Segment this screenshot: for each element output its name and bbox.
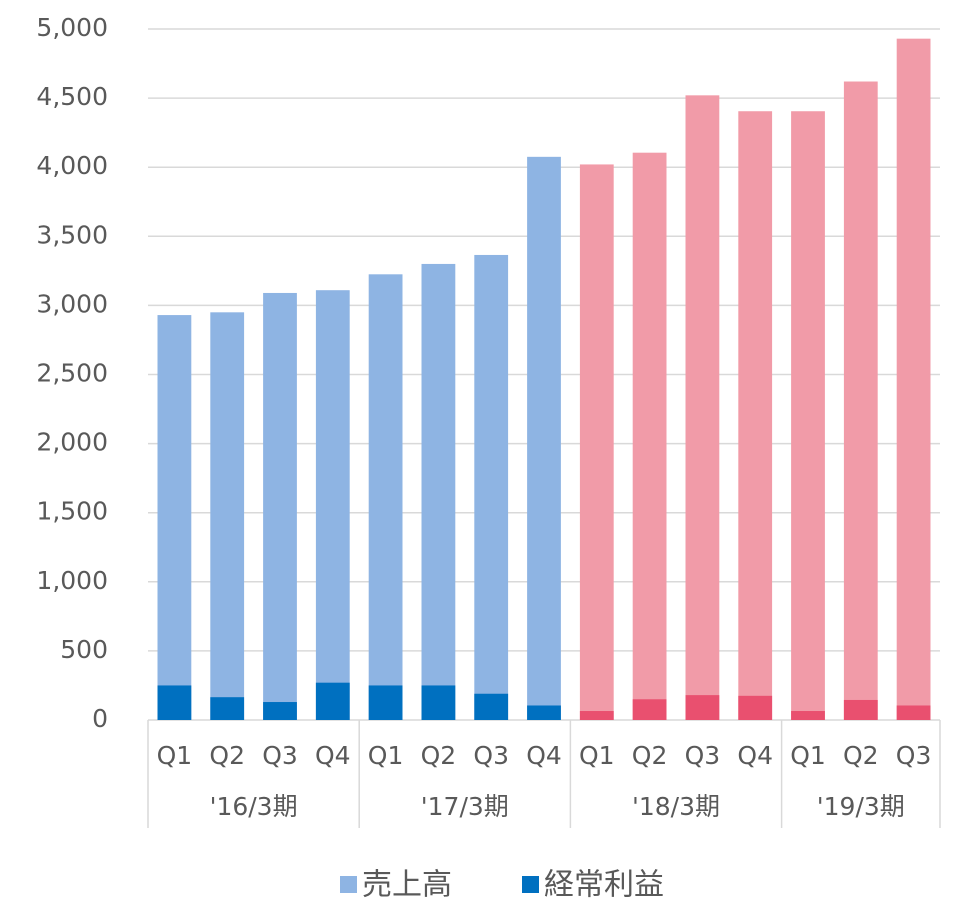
y-tick-label: 4,000 — [36, 151, 108, 180]
bar — [157, 315, 192, 720]
bar — [368, 685, 403, 720]
x-tick-label: Q2 — [843, 741, 879, 770]
bar — [263, 292, 297, 720]
y-tick-label: 1,000 — [36, 566, 108, 595]
bar — [738, 111, 773, 720]
x-tick-label: Q4 — [526, 741, 562, 770]
bar — [527, 156, 561, 720]
bar — [210, 697, 245, 720]
bar — [210, 312, 245, 720]
bar — [685, 695, 720, 720]
x-tick-label: Q4 — [737, 741, 773, 770]
group-label: '18/3期 — [632, 792, 720, 821]
bar — [632, 152, 667, 721]
bar — [738, 695, 773, 720]
bar — [474, 254, 509, 720]
y-tick-label: 3,500 — [36, 220, 108, 249]
bar — [263, 702, 297, 720]
x-tick-label: Q3 — [473, 741, 509, 770]
x-tick-label: Q2 — [209, 741, 245, 770]
x-tick-label: Q2 — [632, 741, 668, 770]
bar — [685, 95, 720, 720]
bar — [315, 682, 350, 720]
y-tick-label: 3,000 — [36, 289, 108, 318]
bar — [315, 290, 350, 720]
legend-swatch — [522, 876, 539, 893]
bar — [421, 685, 456, 720]
x-tick-label: Q1 — [790, 741, 826, 770]
bar — [791, 111, 825, 720]
x-tick-label: Q1 — [157, 741, 193, 770]
group-label: '16/3期 — [210, 792, 298, 821]
y-tick-label: 2,500 — [36, 359, 108, 388]
legend-swatch — [340, 876, 357, 893]
y-tick-label: 0 — [92, 704, 108, 733]
bar — [791, 711, 825, 720]
bar — [579, 711, 614, 720]
x-tick-label: Q3 — [896, 741, 932, 770]
y-tick-label: 1,500 — [36, 497, 108, 526]
bar — [896, 705, 931, 720]
x-tick-label: Q2 — [421, 741, 457, 770]
bar — [632, 699, 667, 720]
bar — [896, 38, 931, 720]
y-tick-label: 5,000 — [36, 13, 108, 42]
legend-label: 経常利益 — [544, 868, 664, 903]
group-label: '17/3期 — [421, 792, 509, 821]
group-label: '19/3期 — [817, 792, 905, 821]
bar — [157, 685, 192, 720]
x-tick-label: Q3 — [685, 741, 721, 770]
y-tick-label: 4,500 — [36, 82, 108, 111]
y-tick-label: 500 — [60, 635, 108, 664]
y-tick-label: 2,000 — [36, 428, 108, 457]
x-tick-label: Q3 — [262, 741, 298, 770]
bar — [368, 274, 403, 720]
legend-label: 売上高 — [362, 868, 452, 903]
bar — [579, 164, 614, 720]
bar — [474, 693, 509, 720]
bar — [843, 81, 878, 721]
x-tick-label: Q1 — [368, 741, 404, 770]
x-tick-label: Q1 — [579, 741, 615, 770]
bar — [843, 699, 878, 720]
x-tick-label: Q4 — [315, 741, 351, 770]
bar — [421, 263, 456, 720]
bar — [527, 705, 561, 720]
